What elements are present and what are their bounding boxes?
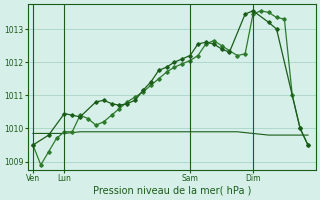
X-axis label: Pression niveau de la mer( hPa ): Pression niveau de la mer( hPa ) bbox=[92, 186, 251, 196]
